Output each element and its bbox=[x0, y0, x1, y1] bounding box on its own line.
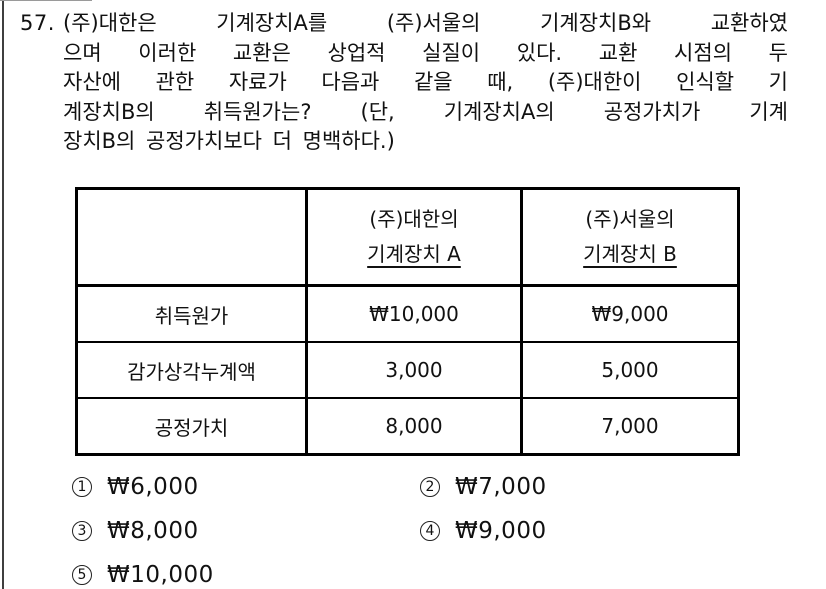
table-row: 공정가치 8,000 7,000 bbox=[75, 397, 740, 456]
option-amount: ₩6,000 bbox=[107, 474, 199, 500]
answer-option-3[interactable]: 3 ₩8,000 bbox=[72, 518, 199, 544]
answer-option-5[interactable]: 5 ₩10,000 bbox=[72, 562, 214, 588]
option-amount: ₩9,000 bbox=[455, 518, 547, 544]
header-company-a: (주)대한의 bbox=[369, 207, 459, 231]
header-asset-a: 기계장치 A bbox=[367, 242, 461, 266]
question-line: 으며 이러한 교환은 상업적 실질이 있다. 교환 시점의 두 bbox=[63, 40, 788, 65]
circled-number-icon: 3 bbox=[72, 521, 92, 541]
table-row: 취득원가 ₩10,000 ₩9,000 bbox=[75, 284, 740, 343]
table-header-row: (주)대한의 기계장치 A (주)서울의 기계장치 B bbox=[75, 187, 740, 287]
row-label: 공정가치 bbox=[75, 397, 308, 456]
circled-number-icon: 5 bbox=[72, 565, 92, 585]
table-header-machine-b: (주)서울의 기계장치 B bbox=[520, 187, 740, 287]
circled-number-icon: 4 bbox=[420, 521, 440, 541]
header-asset-b: 기계장치 B bbox=[583, 242, 677, 266]
question-line: 계장치B의 취득원가는? (단, 기계장치A의 공정가치가 기계 bbox=[63, 99, 788, 124]
value-machine-b: 7,000 bbox=[520, 397, 740, 456]
answer-option-2[interactable]: 2 ₩7,000 bbox=[420, 474, 547, 500]
value-machine-b: 5,000 bbox=[520, 341, 740, 399]
question-line: 장치B의 공정가치보다 더 명백하다.) bbox=[63, 129, 395, 153]
value-machine-a: ₩10,000 bbox=[305, 284, 523, 343]
value-machine-b: ₩9,000 bbox=[520, 284, 740, 343]
question-line: 자산에 관한 자료가 다음과 같을 때, (주)대한이 인식할 기 bbox=[63, 70, 788, 94]
circled-number-icon: 2 bbox=[420, 477, 440, 497]
answer-option-4[interactable]: 4 ₩9,000 bbox=[420, 518, 547, 544]
value-machine-a: 8,000 bbox=[305, 397, 523, 456]
question-number: 57. bbox=[20, 11, 55, 35]
option-amount: ₩8,000 bbox=[107, 518, 199, 544]
page-top-border bbox=[0, 0, 92, 1]
row-label: 취득원가 bbox=[75, 284, 308, 343]
table-header-empty-cell bbox=[75, 187, 308, 287]
circled-number-icon: 1 bbox=[72, 477, 92, 497]
table-row: 감가상각누계액 3,000 5,000 bbox=[75, 341, 740, 399]
option-amount: ₩7,000 bbox=[455, 474, 547, 500]
row-label: 감가상각누계액 bbox=[75, 341, 308, 399]
answer-option-1[interactable]: 1 ₩6,000 bbox=[72, 474, 199, 500]
question-text: (주)대한은 기계장치A를 (주)서울의 기계장치B와 교환하였 으며 이러한 … bbox=[63, 9, 788, 157]
option-amount: ₩10,000 bbox=[107, 562, 214, 588]
asset-data-table: (주)대한의 기계장치 A (주)서울의 기계장치 B 취득원가 ₩10,000… bbox=[75, 187, 740, 456]
question-block: 57. (주)대한은 기계장치A를 (주)서울의 기계장치B와 교환하였 으며 … bbox=[20, 9, 788, 157]
question-line: (주)대한은 기계장치A를 (주)서울의 기계장치B와 교환하였 bbox=[63, 11, 788, 35]
table-header-machine-a: (주)대한의 기계장치 A bbox=[305, 187, 523, 287]
value-machine-a: 3,000 bbox=[305, 341, 523, 399]
header-company-b: (주)서울의 bbox=[585, 207, 675, 231]
page-left-border bbox=[2, 0, 4, 589]
